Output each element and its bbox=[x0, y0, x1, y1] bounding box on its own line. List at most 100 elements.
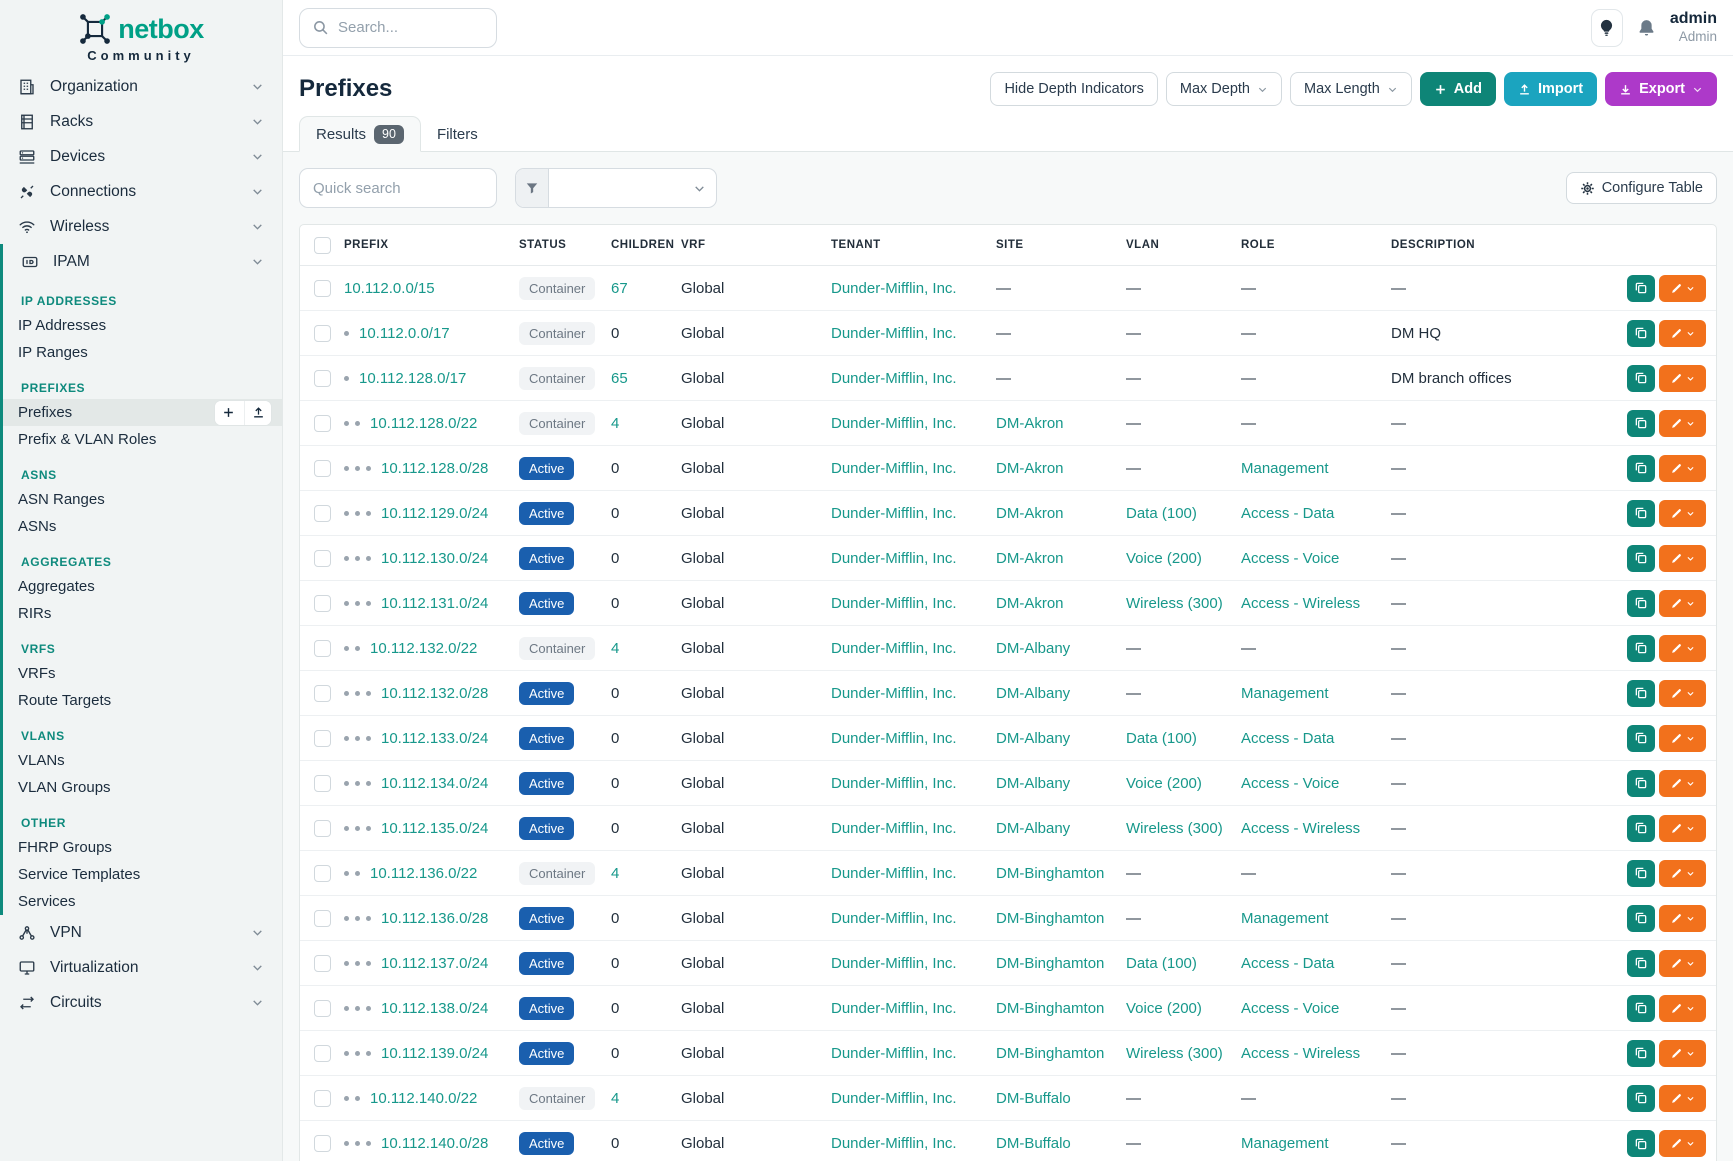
vlan-link[interactable]: Data (100) bbox=[1126, 504, 1197, 522]
tenant-link[interactable]: Dunder-Mifflin, Inc. bbox=[831, 279, 957, 297]
add-button[interactable]: Add bbox=[1419, 72, 1496, 106]
sidebar-item-racks[interactable]: Racks bbox=[0, 104, 282, 139]
role-link[interactable]: Management bbox=[1241, 1135, 1329, 1152]
tenant-link[interactable]: Dunder-Mifflin, Inc. bbox=[831, 459, 957, 477]
row-checkbox[interactable] bbox=[313, 729, 331, 747]
edit-dropdown-button[interactable] bbox=[1659, 274, 1706, 302]
copy-button[interactable] bbox=[1627, 814, 1655, 842]
site-link[interactable]: DM-Albany bbox=[996, 639, 1071, 657]
export-dropdown[interactable]: Export bbox=[1605, 72, 1717, 106]
children-link[interactable]: 67 bbox=[611, 279, 628, 297]
prefix-link[interactable]: 10.112.128.0/17 bbox=[359, 369, 467, 387]
row-checkbox[interactable] bbox=[313, 549, 331, 567]
sidebar-item-circuits[interactable]: Circuits bbox=[0, 985, 282, 1020]
vlan-link[interactable]: Voice (200) bbox=[1126, 774, 1202, 792]
prefix-link[interactable]: 10.112.0.0/17 bbox=[359, 324, 450, 342]
edit-dropdown-button[interactable] bbox=[1659, 589, 1706, 617]
children-link[interactable]: 4 bbox=[611, 1089, 620, 1107]
tab-results[interactable]: Results 90 bbox=[299, 116, 421, 152]
tenant-link[interactable]: Dunder-Mifflin, Inc. bbox=[831, 639, 957, 657]
site-link[interactable]: DM-Albany bbox=[996, 684, 1071, 702]
tenant-link[interactable]: Dunder-Mifflin, Inc. bbox=[831, 819, 957, 837]
edit-dropdown-button[interactable] bbox=[1659, 544, 1706, 572]
tenant-link[interactable]: Dunder-Mifflin, Inc. bbox=[831, 504, 957, 522]
sidebar-item-connections[interactable]: Connections bbox=[0, 174, 282, 209]
site-link[interactable]: DM-Binghamton bbox=[996, 999, 1105, 1017]
edit-dropdown-button[interactable] bbox=[1659, 769, 1706, 797]
prefix-link[interactable]: 10.112.136.0/22 bbox=[370, 864, 478, 882]
row-checkbox[interactable] bbox=[313, 639, 331, 657]
prefix-link[interactable]: 10.112.129.0/24 bbox=[381, 504, 489, 522]
sidebar-item-ip-ranges[interactable]: IP Ranges bbox=[3, 339, 282, 366]
role-link[interactable]: Management bbox=[1241, 909, 1329, 927]
sidebar-item-vpn[interactable]: VPN bbox=[0, 915, 282, 950]
row-checkbox[interactable] bbox=[313, 954, 331, 972]
role-link[interactable]: Access - Voice bbox=[1241, 774, 1340, 792]
role-link[interactable]: Access - Data bbox=[1241, 729, 1335, 747]
edit-dropdown-button[interactable] bbox=[1659, 364, 1706, 392]
sidebar-item-ipam[interactable]: IPAM bbox=[3, 244, 282, 279]
tenant-link[interactable]: Dunder-Mifflin, Inc. bbox=[831, 1089, 957, 1107]
prefix-link[interactable]: 10.112.136.0/28 bbox=[381, 909, 489, 927]
vlan-link[interactable]: Wireless (300) bbox=[1126, 1044, 1223, 1062]
prefix-link[interactable]: 10.112.133.0/24 bbox=[381, 729, 489, 747]
copy-button[interactable] bbox=[1627, 769, 1655, 797]
copy-button[interactable] bbox=[1627, 1039, 1655, 1067]
quick-search-input[interactable] bbox=[299, 168, 497, 208]
tenant-link[interactable]: Dunder-Mifflin, Inc. bbox=[831, 549, 957, 567]
tenant-link[interactable]: Dunder-Mifflin, Inc. bbox=[831, 774, 957, 792]
sidebar-item-vlan-groups[interactable]: VLAN Groups bbox=[3, 774, 282, 801]
edit-dropdown-button[interactable] bbox=[1659, 679, 1706, 707]
copy-button[interactable] bbox=[1627, 679, 1655, 707]
edit-dropdown-button[interactable] bbox=[1659, 814, 1706, 842]
copy-button[interactable] bbox=[1627, 454, 1655, 482]
site-link[interactable]: DM-Akron bbox=[996, 414, 1064, 432]
tenant-link[interactable]: Dunder-Mifflin, Inc. bbox=[831, 1044, 957, 1062]
sidebar-item-route-targets[interactable]: Route Targets bbox=[3, 687, 282, 714]
prefix-link[interactable]: 10.112.0.0/15 bbox=[344, 279, 435, 297]
copy-button[interactable] bbox=[1627, 319, 1655, 347]
site-link[interactable]: DM-Albany bbox=[996, 774, 1071, 792]
tenant-link[interactable]: Dunder-Mifflin, Inc. bbox=[831, 954, 957, 972]
site-link[interactable]: DM-Albany bbox=[996, 819, 1071, 837]
site-link[interactable]: DM-Akron bbox=[996, 549, 1064, 567]
sidebar-item-organization[interactable]: Organization bbox=[0, 69, 282, 104]
site-link[interactable]: DM-Binghamton bbox=[996, 909, 1105, 927]
sidebar-item-wireless[interactable]: Wireless bbox=[0, 209, 282, 244]
tenant-link[interactable]: Dunder-Mifflin, Inc. bbox=[831, 594, 957, 612]
edit-dropdown-button[interactable] bbox=[1659, 949, 1706, 977]
edit-dropdown-button[interactable] bbox=[1659, 859, 1706, 887]
vlan-link[interactable]: Data (100) bbox=[1126, 954, 1197, 972]
row-checkbox[interactable] bbox=[313, 414, 331, 432]
children-link[interactable]: 4 bbox=[611, 639, 620, 657]
tab-filters[interactable]: Filters bbox=[421, 116, 494, 152]
row-checkbox[interactable] bbox=[313, 999, 331, 1017]
site-link[interactable]: DM-Albany bbox=[996, 729, 1071, 747]
brand[interactable]: netbox Community bbox=[0, 0, 282, 69]
copy-button[interactable] bbox=[1627, 1084, 1655, 1112]
sidebar-item-fhrp-groups[interactable]: FHRP Groups bbox=[3, 834, 282, 861]
prefix-link[interactable]: 10.112.139.0/24 bbox=[381, 1044, 489, 1062]
tenant-link[interactable]: Dunder-Mifflin, Inc. bbox=[831, 999, 957, 1017]
role-link[interactable]: Access - Voice bbox=[1241, 549, 1340, 567]
site-link[interactable]: DM-Binghamton bbox=[996, 864, 1105, 882]
children-link[interactable]: 4 bbox=[611, 414, 620, 432]
prefix-link[interactable]: 10.112.135.0/24 bbox=[381, 819, 489, 837]
children-link[interactable]: 65 bbox=[611, 369, 628, 387]
role-link[interactable]: Management bbox=[1241, 684, 1329, 702]
prefix-link[interactable]: 10.112.128.0/22 bbox=[370, 414, 478, 432]
sidebar-item-prefixes[interactable]: Prefixes bbox=[3, 399, 282, 426]
prefix-link[interactable]: 10.112.128.0/28 bbox=[381, 459, 489, 477]
import-button[interactable]: Import bbox=[1503, 72, 1598, 106]
copy-button[interactable] bbox=[1627, 994, 1655, 1022]
row-checkbox[interactable] bbox=[313, 864, 331, 882]
children-link[interactable]: 4 bbox=[611, 864, 620, 882]
edit-dropdown-button[interactable] bbox=[1659, 319, 1706, 347]
row-checkbox[interactable] bbox=[313, 1044, 331, 1062]
theme-toggle-button[interactable] bbox=[1590, 8, 1623, 47]
copy-button[interactable] bbox=[1627, 949, 1655, 977]
sidebar-item-vlans[interactable]: VLANs bbox=[3, 747, 282, 774]
add-prefix-button[interactable] bbox=[215, 400, 242, 425]
search-input[interactable] bbox=[338, 19, 468, 36]
row-checkbox[interactable] bbox=[313, 819, 331, 837]
